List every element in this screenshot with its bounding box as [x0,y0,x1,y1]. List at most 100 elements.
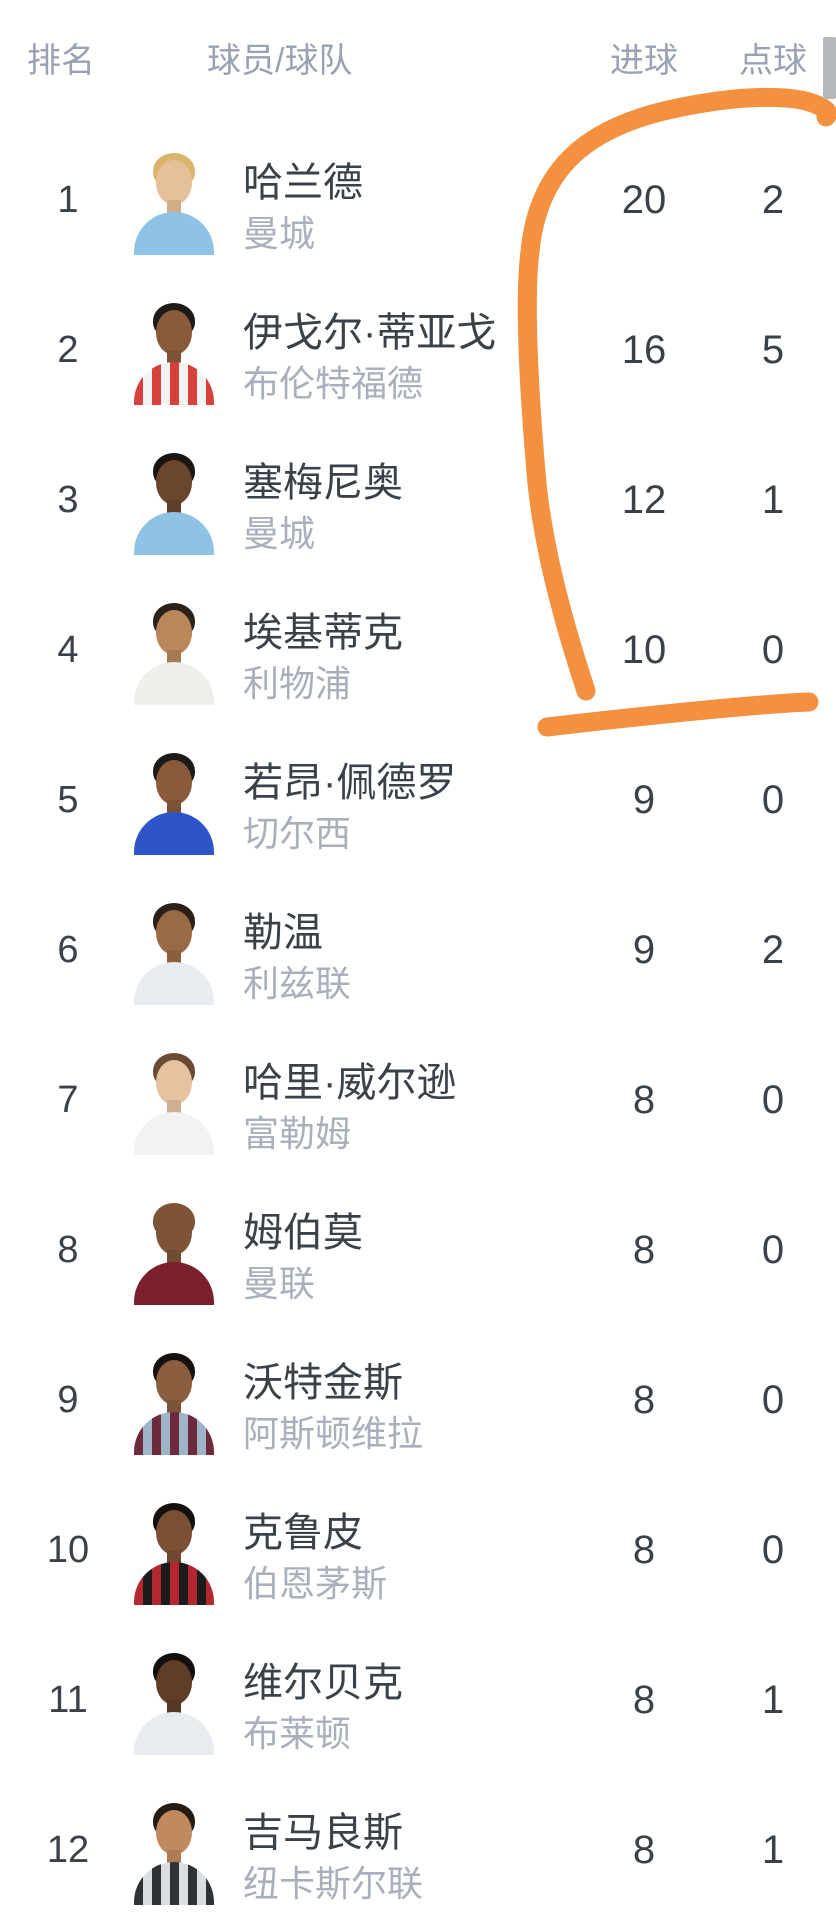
player-team-cell: 克鲁皮 伯恩茅斯 [243,1511,387,1604]
scrollbar-thumb[interactable] [823,37,836,99]
player-photo [130,1651,218,1755]
penalties-cell: 0 [761,778,785,822]
goals-cell: 16 [621,328,667,372]
penalties-cell: 2 [761,928,785,972]
penalties-cell: 0 [761,1378,785,1422]
player-name: 埃基蒂克 [243,611,403,655]
avatar-shirt [134,1562,214,1605]
table-row[interactable]: 7 哈里·威尔逊 富勒姆 8 0 [0,1025,836,1175]
player-team-cell: 埃基蒂克 利物浦 [243,611,403,704]
player-photo [130,451,218,555]
table-row[interactable]: 4 埃基蒂克 利物浦 10 0 [0,575,836,725]
table-header: 排名 球员/球队 进球 点球 [0,36,836,86]
goals-cell: 8 [632,1678,656,1722]
penalties-cell: 0 [761,1528,785,1572]
goals-cell: 9 [632,928,656,972]
table-row[interactable]: 5 若昂·佩德罗 切尔西 9 0 [0,725,836,875]
goals-cell: 10 [621,628,667,672]
table-body: 1 哈兰德 曼城 20 2 2 伊戈尔·蒂亚戈 [0,125,836,1925]
table-row[interactable]: 8 姆伯莫 曼联 8 0 [0,1175,836,1325]
player-name: 伊戈尔·蒂亚戈 [243,311,497,355]
penalties-cell: 0 [761,1078,785,1122]
player-name: 克鲁皮 [243,1511,363,1555]
table-row[interactable]: 6 勒温 利兹联 9 2 [0,875,836,1025]
avatar-face [156,1360,192,1405]
avatar-face [156,1510,192,1555]
player-team-cell: 哈兰德 曼城 [243,161,363,254]
team-name: 布伦特福德 [243,363,424,404]
table-row[interactable]: 3 塞梅尼奥 曼城 12 1 [0,425,836,575]
rank-cell: 9 [57,1379,79,1421]
avatar-face [156,1060,192,1105]
goals-cell: 8 [632,1078,656,1122]
avatar-face [156,910,192,955]
team-name: 阿斯顿维拉 [243,1413,424,1454]
avatar-shirt [134,362,214,405]
player-name: 维尔贝克 [243,1661,403,1705]
goals-cell: 12 [621,478,667,522]
player-team-cell: 哈里·威尔逊 富勒姆 [243,1061,456,1154]
goals-cell: 8 [632,1828,656,1872]
player-name: 哈里·威尔逊 [243,1061,457,1105]
rank-cell: 11 [48,1679,88,1721]
avatar-shirt [134,1262,214,1305]
table-row[interactable]: 9 沃特金斯 阿斯顿维拉 8 0 [0,1325,836,1475]
penalties-cell: 1 [761,1828,785,1872]
player-team-cell: 若昂·佩德罗 切尔西 [243,761,456,854]
rank-cell: 1 [57,179,79,221]
team-name: 纽卡斯尔联 [243,1863,424,1904]
player-name: 吉马良斯 [243,1811,403,1855]
player-photo [130,301,218,405]
player-name: 姆伯莫 [243,1211,363,1255]
rank-cell: 5 [57,779,79,821]
player-team-cell: 勒温 利兹联 [243,911,351,1004]
table-row[interactable]: 12 吉马良斯 纽卡斯尔联 8 1 [0,1775,836,1925]
table-row[interactable]: 2 伊戈尔·蒂亚戈 布伦特福德 16 5 [0,275,836,425]
team-name: 布莱顿 [243,1713,352,1754]
player-photo [130,1501,218,1605]
player-team-cell: 姆伯莫 曼联 [243,1211,363,1304]
avatar-shirt [134,662,214,705]
table-row[interactable]: 10 克鲁皮 伯恩茅斯 8 0 [0,1475,836,1625]
avatar-shirt [134,1112,214,1155]
header-player-team: 球员/球队 [207,42,353,80]
penalties-cell: 0 [761,628,785,672]
team-name: 伯恩茅斯 [243,1563,388,1604]
avatar-face [156,1210,192,1255]
player-photo [130,1351,218,1455]
player-team-cell: 伊戈尔·蒂亚戈 布伦特福德 [243,311,496,404]
player-photo [130,901,218,1005]
rank-cell: 4 [57,629,79,671]
table-row[interactable]: 1 哈兰德 曼城 20 2 [0,125,836,275]
player-photo [130,151,218,255]
header-goals: 进球 [610,42,678,80]
player-photo [130,1051,218,1155]
avatar-face [156,160,192,205]
avatar-face [156,610,192,655]
team-name: 利物浦 [243,663,352,704]
avatar-face [156,310,192,355]
team-name: 曼联 [243,1263,316,1304]
player-name: 若昂·佩德罗 [243,761,457,805]
team-name: 切尔西 [243,813,352,854]
player-photo [130,1201,218,1305]
goals-cell: 20 [621,178,667,222]
player-team-cell: 吉马良斯 纽卡斯尔联 [243,1811,423,1904]
avatar-shirt [134,1862,214,1905]
player-name: 沃特金斯 [243,1361,403,1405]
player-team-cell: 塞梅尼奥 曼城 [243,461,403,554]
player-photo [130,601,218,705]
table-row[interactable]: 11 维尔贝克 布莱顿 8 1 [0,1625,836,1775]
penalties-cell: 5 [761,328,785,372]
header-penalties: 点球 [739,42,807,80]
player-team-cell: 沃特金斯 阿斯顿维拉 [243,1361,423,1454]
team-name: 曼城 [243,513,316,554]
avatar-shirt [134,512,214,555]
player-name: 塞梅尼奥 [243,461,403,505]
rank-cell: 7 [57,1079,79,1121]
team-name: 利兹联 [243,963,352,1004]
goals-cell: 8 [632,1528,656,1572]
goals-cell: 8 [632,1228,656,1272]
player-photo [130,1801,218,1905]
